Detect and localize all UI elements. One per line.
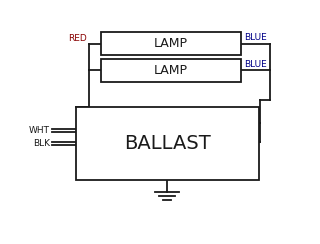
Bar bbox=[76, 107, 259, 180]
Bar bbox=[101, 32, 241, 55]
Text: LAMP: LAMP bbox=[154, 64, 188, 77]
Bar bbox=[101, 59, 241, 82]
Text: RED: RED bbox=[68, 33, 87, 42]
Text: WHT: WHT bbox=[29, 126, 50, 135]
Text: BLUE: BLUE bbox=[244, 33, 267, 42]
Text: BLK: BLK bbox=[33, 139, 50, 148]
Text: LAMP: LAMP bbox=[154, 37, 188, 50]
Text: BLUE: BLUE bbox=[244, 60, 267, 69]
Text: BALLAST: BALLAST bbox=[124, 134, 211, 153]
